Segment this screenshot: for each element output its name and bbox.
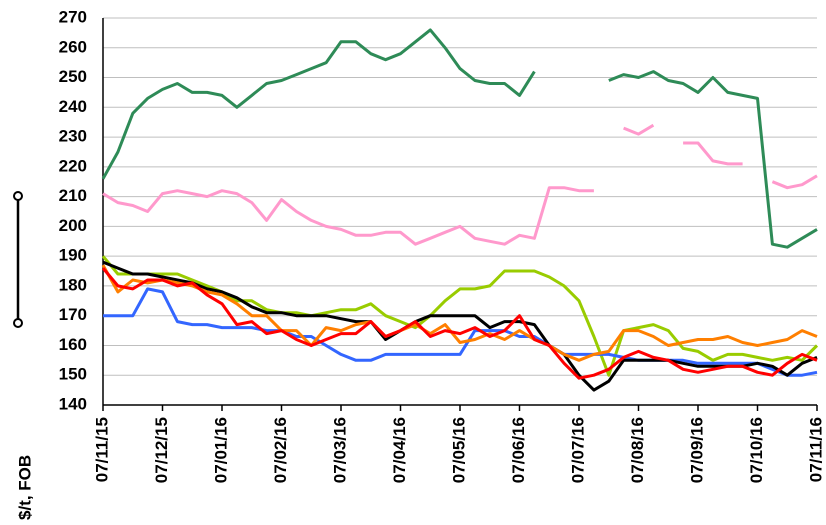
y-tick-label: 230 bbox=[59, 127, 87, 146]
series-line bbox=[101, 28, 818, 249]
series-line bbox=[101, 267, 818, 380]
bracket-end bbox=[13, 191, 23, 201]
series-line bbox=[101, 264, 818, 362]
y-tick-label: 250 bbox=[59, 67, 87, 86]
left-bracket bbox=[13, 191, 23, 328]
y-tick-label: 170 bbox=[59, 305, 87, 324]
y-tick-label: 180 bbox=[59, 275, 87, 294]
y-tick-label: 200 bbox=[59, 216, 87, 235]
y-tick-label: 140 bbox=[59, 394, 87, 413]
x-tick-label: 07/07/16 bbox=[568, 417, 587, 483]
x-tick-label: 07/11/16 bbox=[806, 417, 825, 482]
series-line bbox=[102, 260, 818, 392]
y-tick-label: 240 bbox=[59, 97, 87, 116]
y-tick-label: 160 bbox=[59, 335, 87, 354]
x-tick-label: 07/02/16 bbox=[271, 417, 290, 483]
x-tick-label: 07/03/16 bbox=[330, 417, 349, 483]
x-tick-label: 07/06/16 bbox=[509, 417, 528, 483]
x-tick-label: 07/09/16 bbox=[687, 417, 706, 483]
y-tick-label: 190 bbox=[59, 246, 87, 265]
x-tick-label: 07/05/16 bbox=[449, 417, 468, 483]
y-axis-label: $/t, FOB bbox=[15, 455, 34, 520]
y-tick-label: 210 bbox=[59, 186, 87, 205]
y-tick-label: 220 bbox=[59, 156, 87, 175]
x-tick-label: 07/08/16 bbox=[628, 417, 647, 483]
series-line bbox=[102, 123, 818, 246]
x-tick-label: 07/12/15 bbox=[152, 417, 171, 483]
y-tick-label: 270 bbox=[59, 7, 87, 26]
x-tick-label: 07/10/16 bbox=[747, 417, 766, 483]
x-tick-label: 07/01/16 bbox=[211, 417, 230, 483]
y-tick-label: 260 bbox=[59, 37, 87, 56]
series-line bbox=[103, 287, 818, 377]
y-tick-label: 150 bbox=[59, 365, 87, 384]
x-tick-label: 07/11/15 bbox=[92, 417, 111, 482]
x-tick-label: 07/04/16 bbox=[390, 417, 409, 483]
bracket-end bbox=[13, 318, 23, 328]
